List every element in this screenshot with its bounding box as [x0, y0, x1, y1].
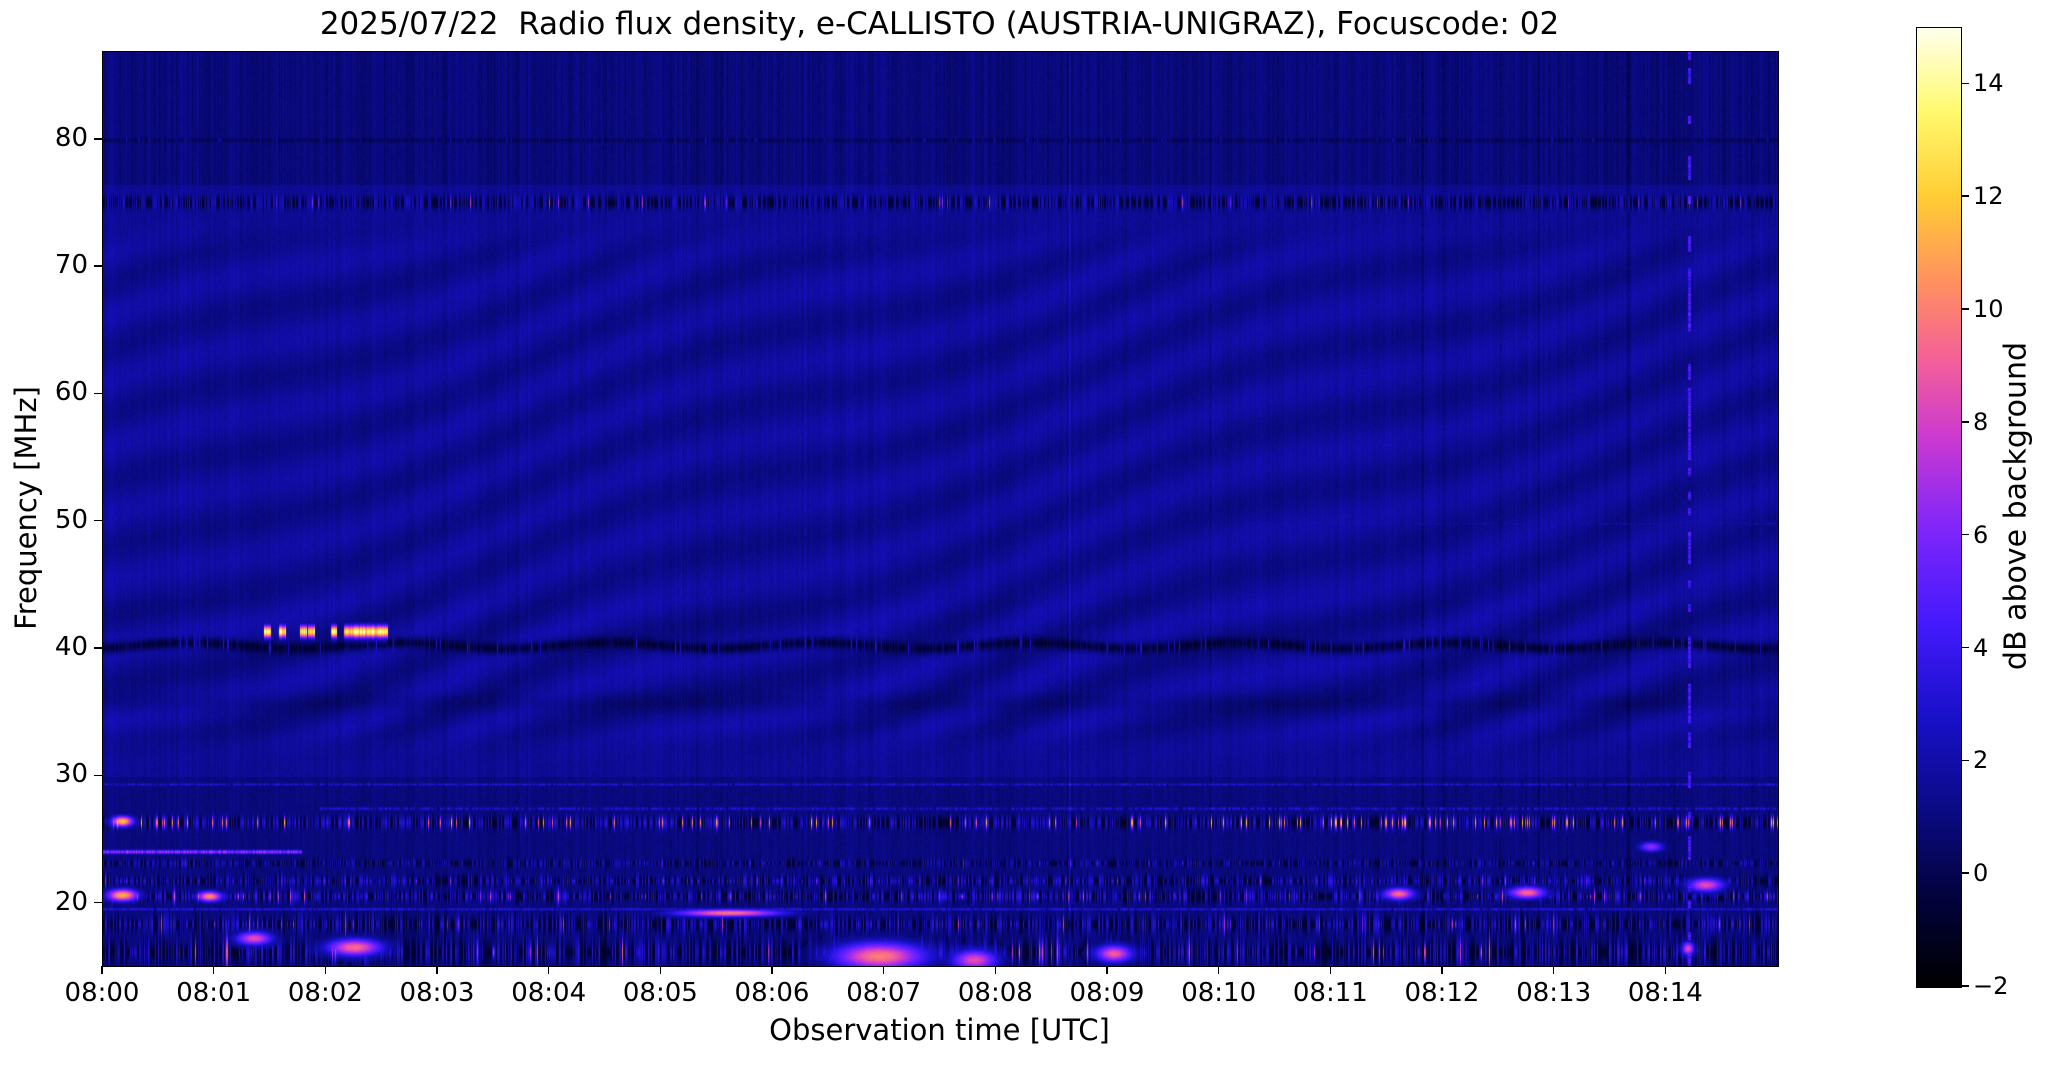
colorbar-label: dB above background — [1999, 342, 2034, 670]
tick-mark — [94, 138, 102, 140]
tick-mark — [94, 775, 102, 777]
x-tick-label: 08:01 — [164, 978, 264, 1008]
tick-mark — [94, 265, 102, 267]
x-axis-label: Observation time [UTC] — [102, 1013, 1777, 1047]
x-tick-label: 08:10 — [1169, 978, 1269, 1008]
tick-mark — [94, 647, 102, 649]
tick-mark — [436, 966, 438, 974]
y-tick-label: 20 — [24, 887, 88, 917]
tick-mark — [1962, 760, 1969, 762]
plot-area — [102, 51, 1779, 967]
tick-mark — [1962, 421, 1969, 423]
y-tick-label: 80 — [24, 123, 88, 153]
tick-mark — [94, 902, 102, 904]
colorbar — [1916, 27, 1962, 988]
y-tick-label: 30 — [24, 759, 88, 789]
colorbar-tick-label: 2 — [1973, 746, 1988, 774]
x-tick-label: 08:11 — [1280, 978, 1380, 1008]
colorbar-tick-label: 10 — [1973, 295, 2004, 323]
tick-mark — [1962, 83, 1969, 85]
chart-title: 2025/07/22 Radio flux density, e-CALLIST… — [102, 6, 1777, 42]
colorbar-tick-label: 4 — [1973, 634, 1988, 662]
tick-mark — [1218, 966, 1220, 974]
tick-mark — [771, 966, 773, 974]
tick-mark — [1330, 966, 1332, 974]
colorbar-tick-label: 12 — [1973, 182, 2004, 210]
spectrogram-heatmap — [103, 52, 1778, 966]
tick-mark — [1106, 966, 1108, 974]
tick-mark — [1962, 872, 1969, 874]
x-tick-label: 08:13 — [1504, 978, 1604, 1008]
colorbar-tick-label: 0 — [1973, 859, 1988, 887]
tick-mark — [1962, 308, 1969, 310]
x-tick-label: 08:14 — [1615, 978, 1715, 1008]
x-tick-label: 08:07 — [834, 978, 934, 1008]
colorbar-tick-label: 6 — [1973, 521, 1988, 549]
y-tick-label: 70 — [24, 250, 88, 280]
x-tick-label: 08:00 — [52, 978, 152, 1008]
tick-mark — [1665, 966, 1667, 974]
tick-mark — [94, 520, 102, 522]
x-tick-label: 08:09 — [1057, 978, 1157, 1008]
y-tick-label: 40 — [24, 632, 88, 662]
x-tick-label: 08:02 — [275, 978, 375, 1008]
colorbar-tick-label: 14 — [1973, 69, 2004, 97]
tick-mark — [1962, 985, 1969, 987]
tick-mark — [101, 966, 103, 974]
y-axis-label: Frequency [MHz] — [9, 386, 43, 630]
tick-mark — [1962, 647, 1969, 649]
tick-mark — [325, 966, 327, 974]
colorbar-tick-label: −2 — [1973, 972, 2008, 1000]
tick-mark — [213, 966, 215, 974]
tick-mark — [1962, 534, 1969, 536]
colorbar-gradient — [1917, 28, 1961, 987]
tick-mark — [883, 966, 885, 974]
x-tick-label: 08:05 — [610, 978, 710, 1008]
tick-mark — [1441, 966, 1443, 974]
colorbar-tick-label: 8 — [1973, 408, 1988, 436]
spectrogram-figure: 2025/07/22 Radio flux density, e-CALLIST… — [0, 0, 2047, 1067]
x-tick-label: 08:12 — [1392, 978, 1492, 1008]
tick-mark — [94, 393, 102, 395]
tick-mark — [1962, 195, 1969, 197]
tick-mark — [995, 966, 997, 974]
tick-mark — [548, 966, 550, 974]
x-tick-label: 08:08 — [945, 978, 1045, 1008]
x-tick-label: 08:04 — [499, 978, 599, 1008]
x-tick-label: 08:06 — [722, 978, 822, 1008]
tick-mark — [660, 966, 662, 974]
tick-mark — [1553, 966, 1555, 974]
x-tick-label: 08:03 — [387, 978, 487, 1008]
